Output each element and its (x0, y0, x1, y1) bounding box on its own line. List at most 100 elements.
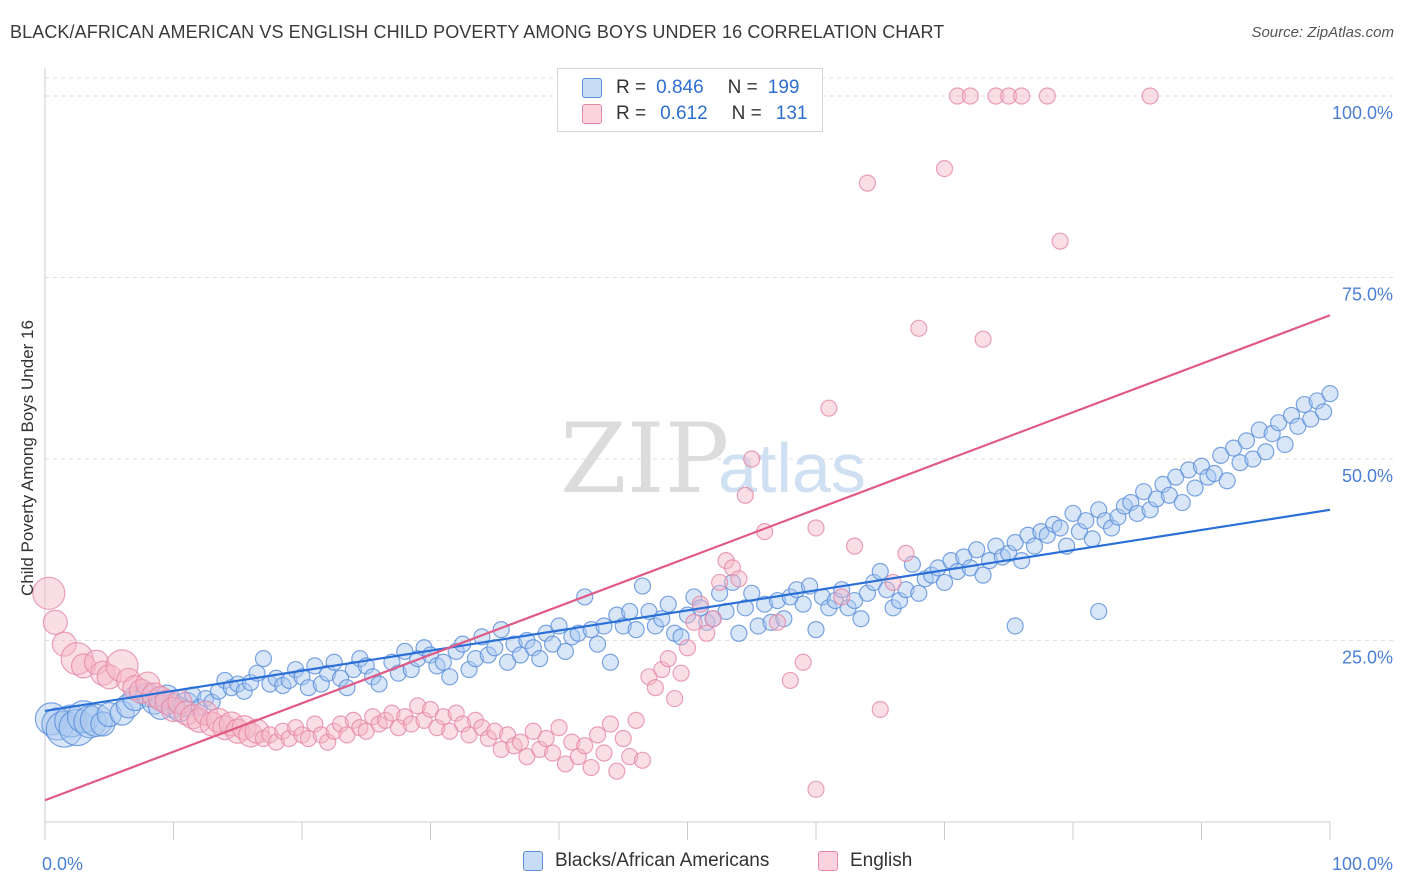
point-blacks (569, 624, 587, 642)
point-blacks (1160, 486, 1178, 504)
point-blacks (556, 642, 575, 660)
point-english (550, 719, 568, 737)
english-legend-swatch (818, 851, 838, 871)
point-english (833, 588, 851, 606)
point-english (582, 758, 600, 777)
point-english (492, 740, 510, 759)
point-english (357, 722, 375, 740)
r-label: R = (616, 77, 647, 98)
point-blacks (1180, 461, 1198, 479)
chart-title: BLACK/AFRICAN AMERICAN VS ENGLISH CHILD … (10, 22, 945, 42)
point-english (409, 697, 427, 715)
point-english (730, 570, 748, 588)
point-blacks (460, 660, 478, 679)
point-english (678, 639, 697, 657)
point-english (672, 664, 690, 682)
point-blacks (794, 595, 812, 613)
point-english (704, 610, 722, 628)
point-english (51, 631, 77, 657)
point-blacks (505, 635, 523, 653)
blacks-legend-swatch (523, 851, 543, 871)
point-english (306, 715, 324, 733)
point-blacks (588, 635, 607, 653)
point-blacks (621, 602, 639, 621)
blacks-swatch (582, 78, 602, 98)
point-blacks (858, 584, 877, 602)
point-english (531, 740, 549, 759)
point-english (987, 87, 1005, 105)
point-english (807, 519, 825, 537)
point-english (524, 722, 542, 740)
point-blacks (299, 679, 318, 697)
point-blacks (54, 704, 88, 738)
point-english (299, 729, 318, 748)
point-blacks (254, 650, 273, 668)
data-points (32, 87, 1339, 798)
point-english (576, 737, 594, 755)
point-english (897, 544, 915, 562)
point-english (460, 726, 478, 744)
y-tick-label: 100.0% (1332, 103, 1393, 123)
stats-row-english: R = 0.612 N = 131 (582, 102, 807, 126)
point-blacks (1173, 493, 1191, 512)
point-english (1012, 87, 1031, 105)
point-english (434, 708, 452, 726)
point-blacks (1321, 385, 1339, 403)
point-blacks (1257, 443, 1275, 461)
point-blacks (331, 669, 350, 687)
point-english (659, 650, 677, 668)
point-english (627, 711, 645, 729)
point-blacks (1102, 519, 1121, 537)
n-label: N = (731, 103, 762, 124)
watermark-zip: ZIP (560, 403, 729, 515)
n-value: 131 (775, 103, 808, 124)
x-tick-label-max: 100.0% (1332, 854, 1393, 874)
point-english (711, 573, 729, 592)
point-blacks (499, 653, 517, 671)
point-blacks (595, 617, 613, 635)
point-blacks (736, 599, 754, 617)
point-blacks (293, 668, 311, 686)
point-blacks (543, 635, 562, 653)
point-blacks (1135, 483, 1153, 501)
point-blacks (235, 682, 253, 700)
point-blacks (633, 577, 652, 595)
point-english (32, 576, 66, 610)
point-blacks (968, 541, 986, 559)
legend-item-english[interactable]: English (818, 850, 912, 872)
point-english (935, 160, 954, 178)
point-blacks (344, 660, 362, 679)
point-english (543, 744, 562, 762)
point-blacks (897, 581, 915, 599)
point-blacks (1212, 446, 1230, 464)
point-blacks (1064, 504, 1082, 523)
stats-row-blacks: R = 0.846 N = 199 (582, 76, 799, 100)
point-english (447, 704, 465, 722)
point-english (910, 319, 928, 337)
point-english (736, 486, 754, 504)
point-blacks (935, 573, 954, 592)
point-blacks (1308, 392, 1326, 410)
point-english (820, 399, 838, 417)
point-blacks (1025, 537, 1044, 555)
y-tick-label: 75.0% (1342, 285, 1393, 305)
point-english (768, 613, 787, 631)
english-swatch (582, 104, 602, 124)
r-value: 0.612 (660, 103, 708, 124)
point-english (267, 733, 285, 751)
point-english (1051, 232, 1069, 250)
point-english (105, 649, 139, 683)
point-english (961, 87, 979, 105)
point-blacks (910, 584, 928, 602)
n-label: N = (727, 77, 758, 98)
source-label: Source: ZipAtlas.com (1251, 24, 1394, 41)
point-blacks (312, 675, 330, 693)
point-english (633, 751, 652, 769)
legend-item-blacks[interactable]: Blacks/African Americans (523, 850, 769, 872)
point-english (518, 748, 536, 766)
point-english (473, 719, 491, 737)
point-english (90, 660, 116, 686)
point-blacks (96, 701, 122, 728)
trend-lines (44, 314, 1331, 802)
point-blacks (1006, 617, 1024, 635)
